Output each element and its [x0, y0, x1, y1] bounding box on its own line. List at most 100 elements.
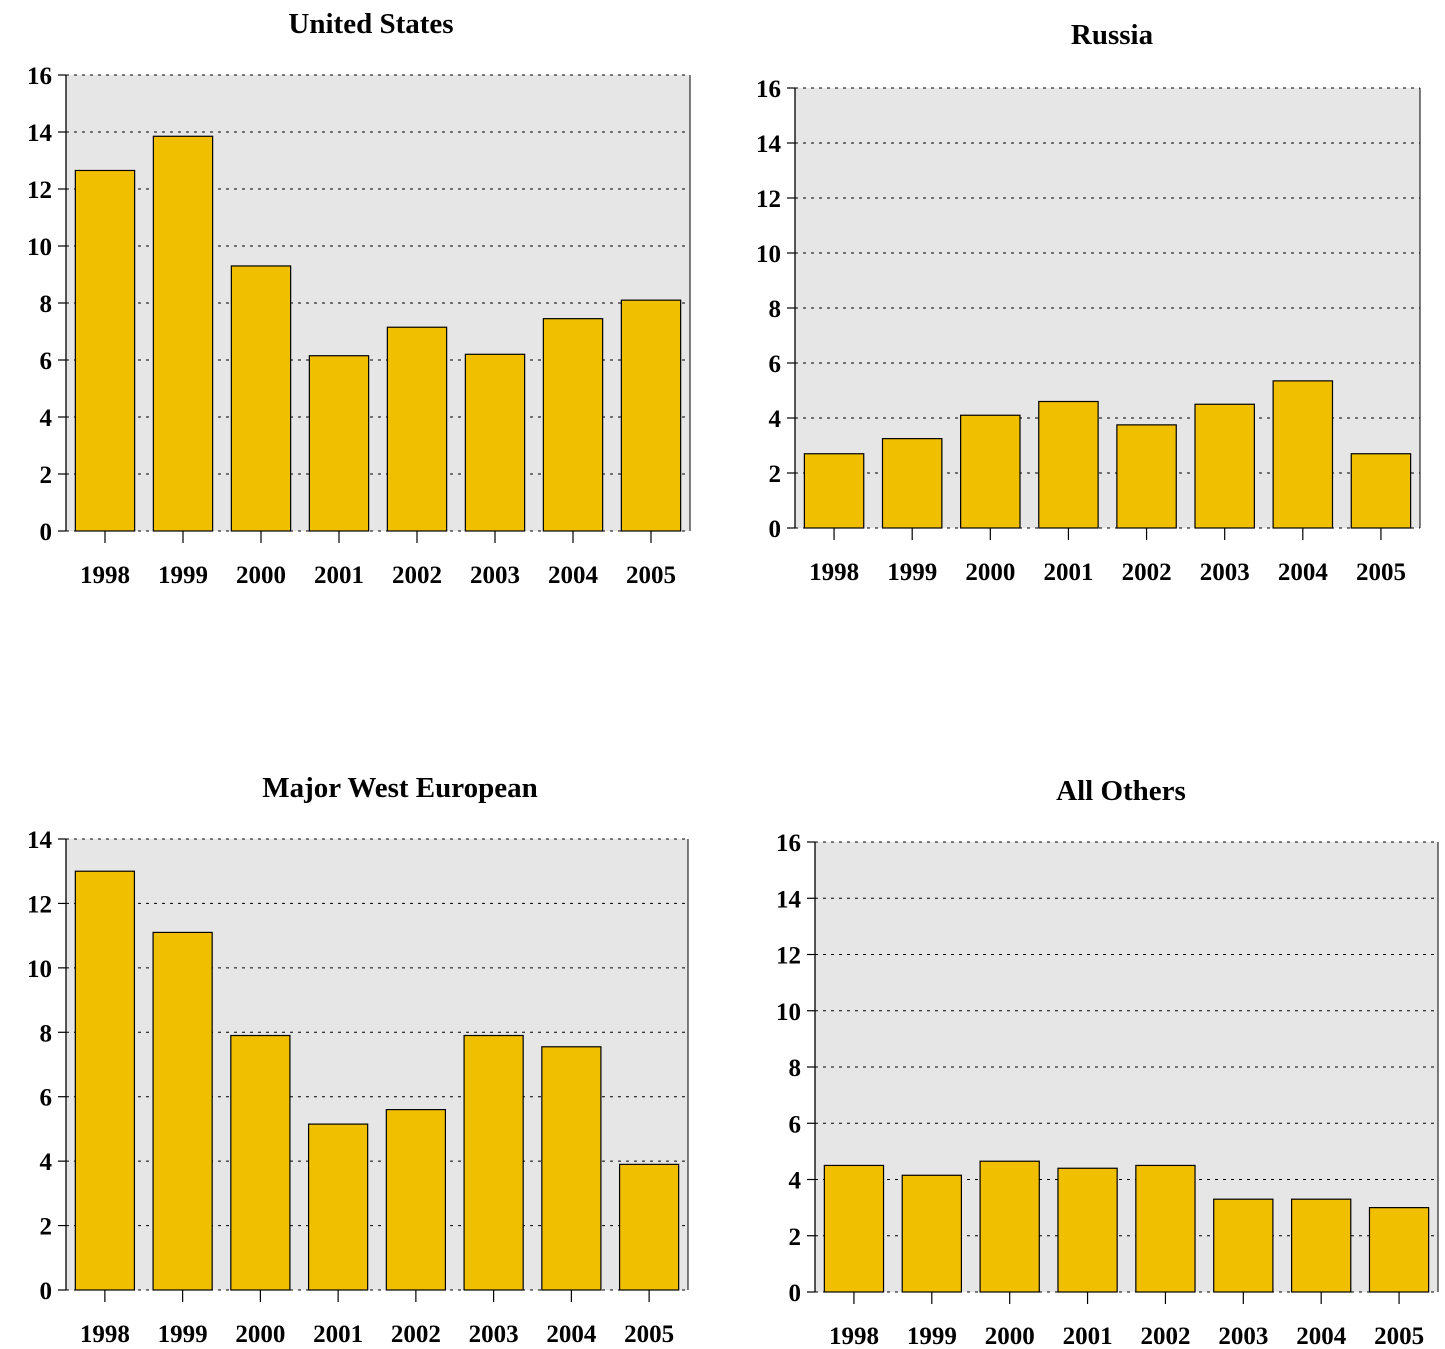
x-tick-label: 2005: [626, 562, 676, 589]
bar-2003: [1213, 1198, 1274, 1293]
x-tick-label: 2002: [392, 562, 442, 589]
y-tick-label: 4: [789, 1168, 802, 1195]
x-tick-label: 2003: [1218, 1323, 1268, 1349]
y-tick-label: 4: [40, 1149, 53, 1176]
y-tick-label: 16: [27, 63, 52, 90]
bar-2005: [618, 1163, 680, 1291]
x-tick-label: 2001: [314, 562, 364, 589]
x-tick-label: 2000: [236, 562, 286, 589]
bar-2002: [385, 1108, 447, 1291]
y-tick-label: 14: [27, 120, 53, 147]
bar-2000: [230, 1034, 291, 1291]
bar-2002: [1116, 424, 1177, 529]
bar-2000: [960, 414, 1021, 529]
x-tick-label: 2000: [235, 1321, 285, 1348]
bar-1998: [74, 870, 136, 1291]
x-tick-label: 1999: [907, 1323, 957, 1349]
x-tick-label: 2002: [391, 1321, 441, 1348]
y-tick-label: 6: [40, 1085, 53, 1112]
y-tick-label: 0: [769, 516, 782, 543]
y-tick-label: 8: [40, 291, 53, 318]
bar-1999: [901, 1174, 963, 1293]
x-tick-label: 2005: [1374, 1323, 1424, 1349]
chart-title: Russia: [1071, 19, 1154, 51]
y-tick-label: 2: [40, 462, 53, 489]
y-tick-label: 14: [756, 131, 782, 158]
bar-2005: [1368, 1207, 1430, 1293]
y-tick-label: 8: [40, 1020, 53, 1047]
y-tick-label: 2: [789, 1224, 802, 1251]
x-tick-label: 2000: [965, 559, 1015, 586]
x-tick-label: 1999: [158, 1321, 208, 1348]
y-tick-label: 12: [27, 177, 52, 204]
bar-2002: [1135, 1164, 1196, 1293]
chart-title: United States: [288, 8, 453, 40]
bar-2004: [541, 1046, 602, 1291]
x-tick-label: 1998: [80, 1321, 130, 1348]
y-tick-label: 6: [789, 1111, 802, 1138]
y-tick-label: 10: [756, 241, 781, 268]
x-tick-label: 2001: [1043, 559, 1093, 586]
chart-panel-1: Russia 0 2 4 6 8 10 12 14 16 1998 1999 2000 2001 2002 2…: [756, 19, 1421, 586]
y-tick-label: 2: [769, 461, 782, 488]
bar-2001: [1038, 400, 1099, 529]
bar-2000: [230, 265, 292, 532]
x-tick-label: 2005: [1356, 559, 1406, 586]
x-tick-label: 2000: [985, 1323, 1035, 1349]
y-tick-label: 12: [27, 891, 52, 918]
x-tick-label: 2001: [313, 1321, 363, 1348]
x-tick-label: 2002: [1122, 559, 1172, 586]
y-tick-label: 10: [27, 956, 52, 983]
y-tick-label: 0: [789, 1280, 802, 1307]
bar-1999: [152, 135, 214, 532]
bar-2001: [307, 1123, 369, 1291]
x-tick-label: 1999: [158, 562, 208, 589]
chart-panel-3: All Others 0 2 4 6 8 10 12 14 16 1998 1999 2000 2001 2…: [776, 775, 1439, 1349]
chart-title: All Others: [1056, 775, 1186, 807]
bar-2003: [464, 353, 526, 532]
x-tick-label: 1998: [829, 1323, 879, 1349]
bar-2004: [1290, 1198, 1352, 1293]
y-tick-label: 6: [769, 351, 782, 378]
bar-2004: [542, 318, 604, 532]
x-tick-label: 1999: [887, 559, 937, 586]
x-tick-label: 2002: [1140, 1323, 1190, 1349]
y-tick-label: 0: [40, 519, 53, 546]
bar-2002: [386, 326, 448, 532]
y-tick-label: 4: [40, 405, 53, 432]
x-tick-label: 2001: [1063, 1323, 1113, 1349]
chart-title: Major West European: [262, 772, 538, 804]
bar-2003: [463, 1034, 524, 1291]
y-tick-label: 10: [27, 234, 52, 261]
x-tick-label: 2003: [469, 1321, 519, 1348]
x-tick-label: 2005: [624, 1321, 674, 1348]
x-tick-label: 1998: [809, 559, 859, 586]
chart-panel-2: Major West European 0 2 4 6 8 10 12 14 1998 1999 20…: [27, 772, 689, 1348]
x-tick-label: 2004: [548, 562, 599, 589]
bar-2004: [1272, 380, 1334, 529]
chart-panel-0: United States 0 2 4 6 8 10 12 14 16 1998 1999 2000 20…: [27, 8, 691, 589]
x-tick-label: 1998: [80, 562, 130, 589]
y-tick-label: 4: [769, 406, 782, 433]
y-tick-label: 12: [776, 943, 801, 970]
y-tick-label: 16: [776, 830, 801, 857]
y-tick-label: 2: [40, 1214, 53, 1241]
y-tick-label: 12: [756, 186, 781, 213]
bar-2001: [308, 355, 370, 532]
x-tick-label: 2004: [546, 1321, 597, 1348]
y-tick-label: 6: [40, 348, 53, 375]
bar-2005: [1350, 453, 1412, 529]
x-tick-label: 2004: [1296, 1323, 1347, 1349]
x-tick-label: 2003: [1200, 559, 1250, 586]
bar-2001: [1057, 1167, 1118, 1293]
bar-1998: [803, 453, 865, 529]
bar-1999: [881, 438, 943, 529]
bar-1998: [823, 1164, 885, 1293]
x-tick-label: 2003: [470, 562, 520, 589]
bar-2005: [620, 299, 682, 532]
y-tick-label: 8: [769, 296, 782, 323]
y-tick-label: 0: [40, 1278, 53, 1305]
x-tick-label: 2004: [1278, 559, 1329, 586]
y-tick-label: 8: [789, 1055, 802, 1082]
